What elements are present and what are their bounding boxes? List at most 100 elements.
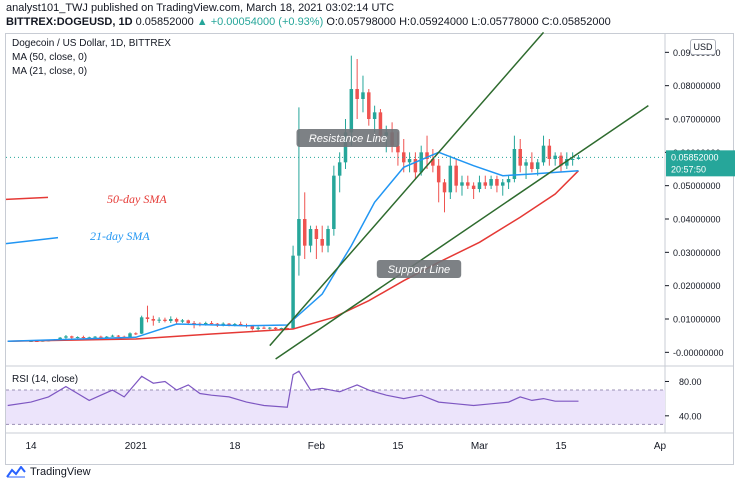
candle-body <box>87 337 91 339</box>
footer-brand: TradingView <box>30 466 91 478</box>
candle-body <box>419 152 423 173</box>
candle-body <box>565 159 569 166</box>
candle-body <box>256 327 260 329</box>
candle-body <box>454 165 458 186</box>
candle-body <box>431 159 435 166</box>
candle-body <box>320 239 324 246</box>
candle-body <box>541 145 546 163</box>
candle-body <box>535 162 540 169</box>
time-tick-label: 14 <box>25 441 37 452</box>
candle-body <box>466 182 470 186</box>
candle-body <box>297 219 301 256</box>
candle-body <box>378 112 383 136</box>
price-tick-label: 0.08000000 <box>673 81 721 91</box>
time-tick-label: Feb <box>308 441 326 452</box>
candle-body <box>442 182 447 193</box>
time-tick-label: 2021 <box>125 441 148 452</box>
price-tick-label: 0.05000000 <box>673 181 721 191</box>
candle-body <box>250 325 255 329</box>
candle-body <box>279 328 284 329</box>
last-price-tag <box>666 150 735 177</box>
candle-body <box>483 182 488 186</box>
candle-body <box>489 179 493 186</box>
price-tick-label: 0.04000000 <box>673 215 721 225</box>
candle-body <box>396 145 400 153</box>
candle-body <box>227 323 231 325</box>
candle-body <box>355 89 359 99</box>
candle-body <box>70 336 74 338</box>
footer[interactable]: TradingView <box>6 466 91 478</box>
candle-body <box>506 179 511 183</box>
candle-body <box>238 324 243 325</box>
time-tick-label: Ap <box>654 441 667 452</box>
resistance-label: Resistance Line <box>296 129 400 147</box>
support-trendline <box>275 105 649 360</box>
support-label-text: Support Line <box>388 264 450 276</box>
candle-body <box>547 145 552 159</box>
candle-body <box>518 149 522 166</box>
candle-body <box>81 337 86 338</box>
price-tick-label: 0.03000000 <box>673 248 721 258</box>
candle-body <box>349 89 354 133</box>
candle-body <box>524 162 528 166</box>
last-price: 0.05852000 <box>135 16 194 28</box>
tradingview-logo-icon <box>6 466 26 478</box>
candle-body <box>343 132 348 163</box>
candle-body <box>361 92 365 99</box>
candle-body <box>326 229 330 246</box>
candle-body <box>209 323 214 324</box>
resistance-trendline <box>269 31 545 347</box>
candle-body <box>99 336 103 338</box>
symbol: BITTREX:DOGEUSD, 1D <box>6 16 133 28</box>
candle-body <box>471 185 476 189</box>
candle-body <box>291 255 295 329</box>
candle-body <box>495 179 499 186</box>
resistance-label-text: Resistance Line <box>309 133 387 145</box>
candle-body <box>186 320 190 323</box>
countdown-text: 20:57:50 <box>671 164 706 174</box>
candle-body <box>477 182 482 189</box>
candle-body <box>425 152 429 159</box>
candle-body <box>151 319 156 321</box>
candle-body <box>302 219 307 246</box>
candle-body <box>372 112 377 119</box>
candle-body <box>559 155 563 166</box>
candle-body <box>448 165 453 193</box>
time-tick-label: Mar <box>471 441 489 452</box>
candle-body <box>501 182 505 186</box>
price-tick-label: -0.00000000 <box>673 348 724 358</box>
candle-body <box>75 337 80 338</box>
candle-body <box>413 159 418 173</box>
rsi-tick-label: 80.00 <box>679 377 702 387</box>
candle-body <box>367 92 371 119</box>
ma50-line <box>7 170 580 343</box>
currency-button[interactable]: USD <box>690 39 716 55</box>
candle-body <box>128 333 132 337</box>
candle-body <box>174 319 179 322</box>
candle-body <box>407 159 412 163</box>
rsi-label: RSI (14, close) <box>12 374 79 385</box>
time-tick-label: 15 <box>555 441 567 452</box>
candle-body <box>110 335 115 337</box>
candle-body <box>180 320 185 322</box>
legend-ma50[interactable]: MA (50, close, 0) <box>12 52 88 63</box>
candle-body <box>262 327 266 329</box>
legend-ma21[interactable]: MA (21, close, 0) <box>12 66 88 77</box>
candle-body <box>145 317 150 319</box>
ohlc-values: O:0.05798000 H:0.05924000 L:0.05778000 C… <box>326 16 611 28</box>
candle-body <box>460 182 464 186</box>
publisher-line: analyst101_TWJ published on TradingView.… <box>6 2 395 14</box>
candle-body <box>332 175 336 229</box>
candle-body <box>553 155 557 159</box>
support-label-box <box>376 260 462 278</box>
ma50-stub <box>5 196 49 201</box>
time-tick-label: 18 <box>229 441 241 452</box>
candle-body <box>64 336 68 338</box>
price-tick-label: 0.01000000 <box>673 315 721 325</box>
candle-body <box>273 327 278 329</box>
price-tick-label: 0.02000000 <box>673 281 721 291</box>
candle-body <box>285 328 290 329</box>
ma21-stub <box>5 236 59 245</box>
candle-body <box>134 333 138 335</box>
